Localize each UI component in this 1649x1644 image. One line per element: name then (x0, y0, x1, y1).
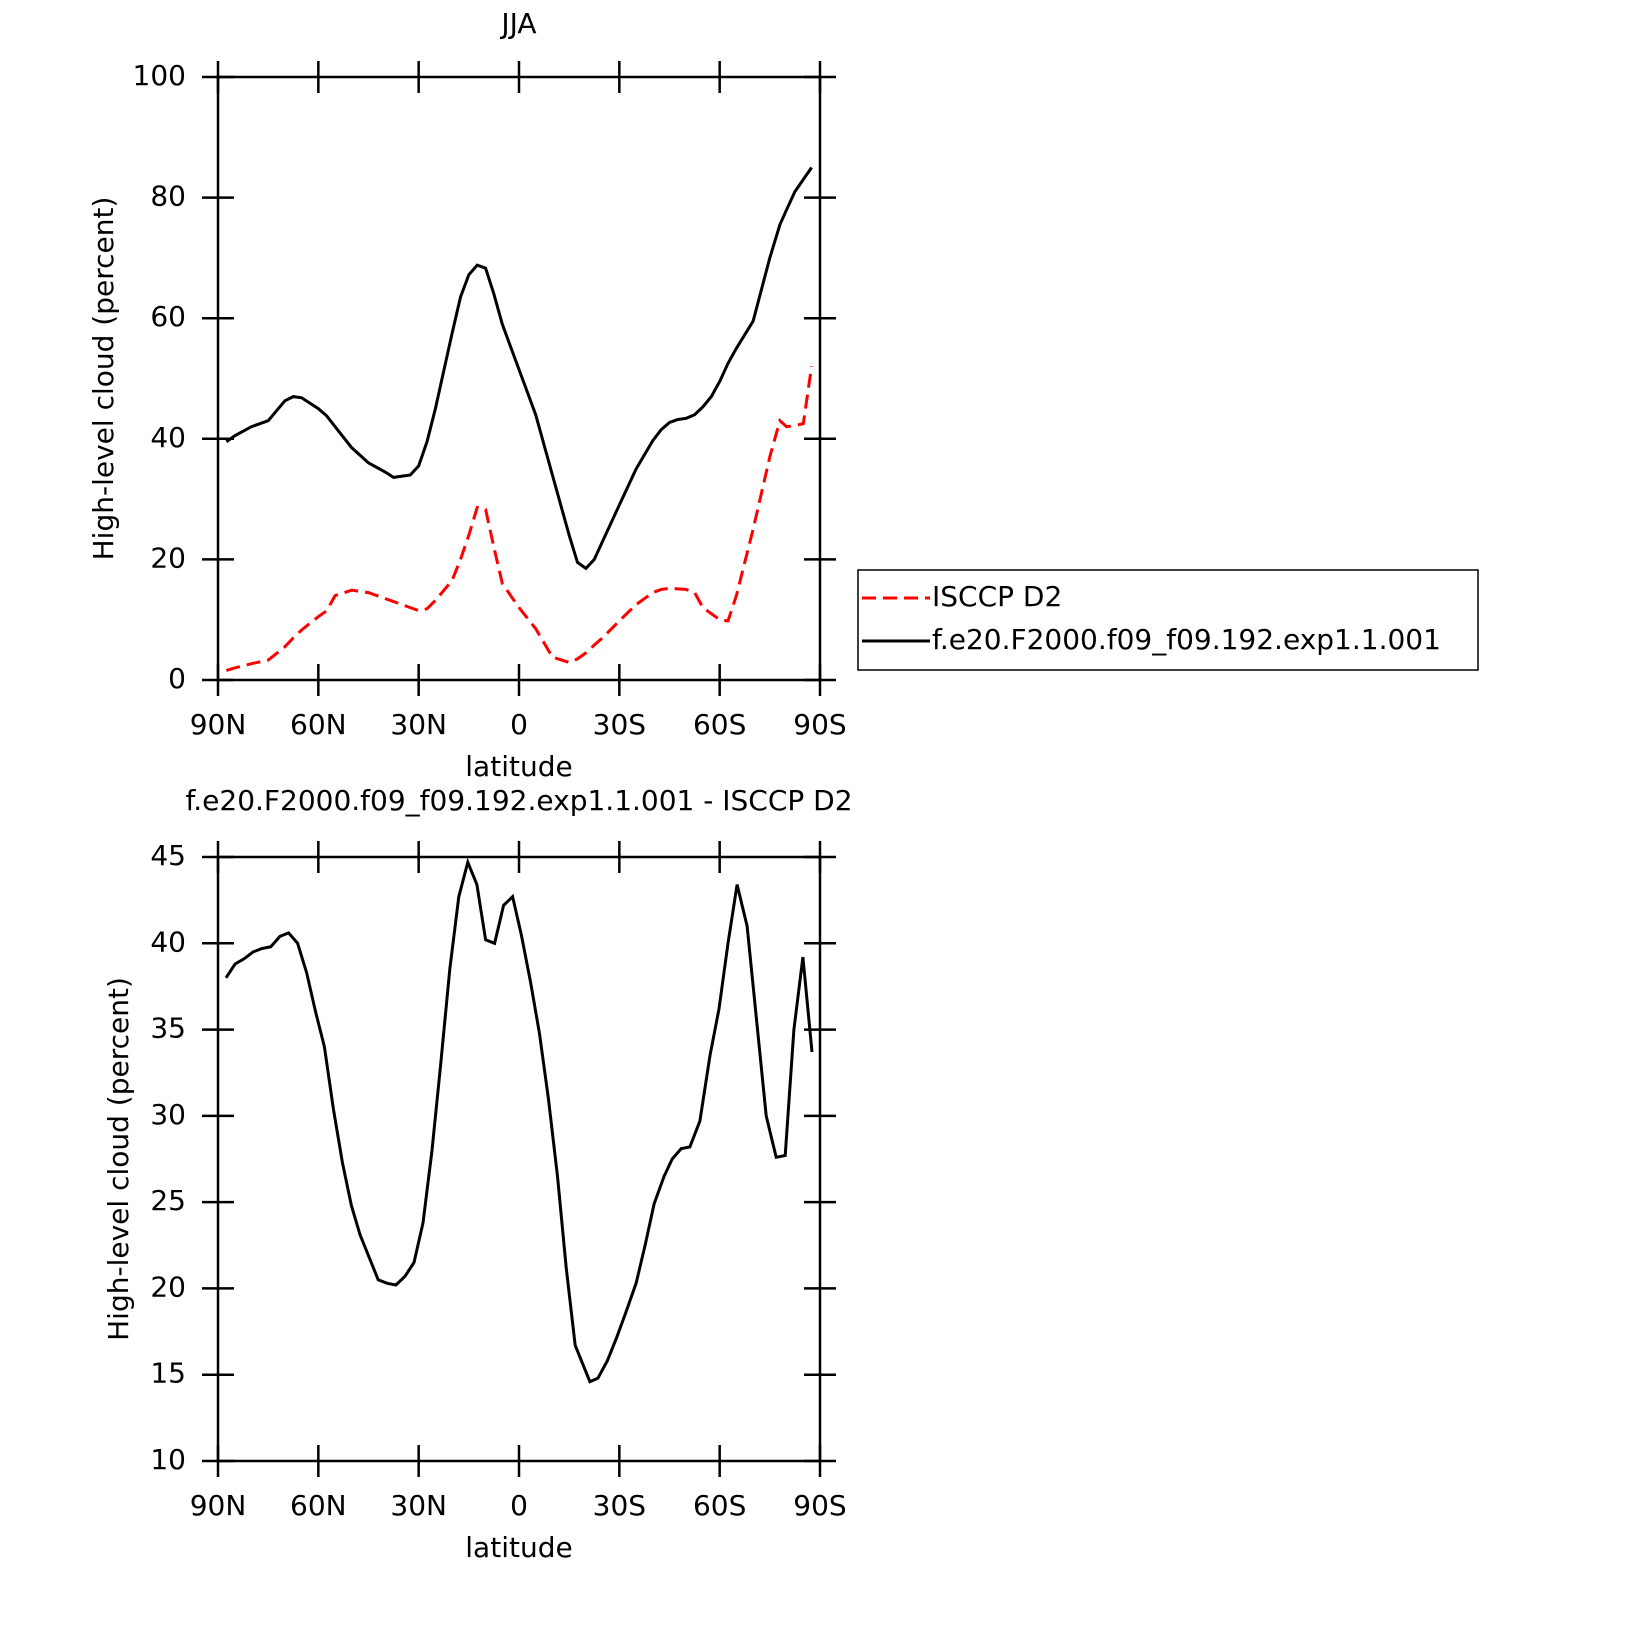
y-tick-label: 40 (150, 925, 186, 958)
x-tick-label: 90N (190, 1489, 247, 1522)
plot-frame (216, 855, 822, 1463)
y-tick-label: 10 (150, 1443, 186, 1476)
x-tick-label: 30N (390, 1489, 447, 1522)
y-tick-label: 0 (168, 662, 186, 695)
y-tick-label: 45 (150, 839, 186, 872)
legend-box (857, 569, 1479, 671)
x-tick-label: 60N (290, 1489, 347, 1522)
x-tick-label: 0 (510, 708, 528, 741)
x-tick-label: 90S (793, 708, 846, 741)
y-tick-label: 80 (150, 180, 186, 213)
y-tick-label: 60 (150, 300, 186, 333)
y-tick-label: 25 (150, 1184, 186, 1217)
x-axis-label: latitude (465, 750, 572, 783)
data-line (225, 166, 813, 571)
data-line (225, 366, 814, 672)
y-tick-label: 35 (150, 1012, 186, 1045)
x-tick-label: 30S (593, 1489, 646, 1522)
x-tick-label: 30N (390, 708, 447, 741)
x-tick-label: 30S (593, 708, 646, 741)
legend-label: f.e20.F2000.f09_f09.192.exp1.1.001 (932, 623, 1441, 656)
legend-label: ISCCP D2 (932, 580, 1062, 613)
y-tick-label: 20 (150, 1270, 186, 1303)
x-tick-label: 60S (693, 1489, 746, 1522)
plot-frame (216, 75, 822, 682)
y-axis-label: High-level cloud (percent) (87, 197, 120, 561)
y-axis-label: High-level cloud (percent) (102, 977, 135, 1341)
x-axis-label: latitude (465, 1531, 572, 1564)
y-tick-label: 40 (150, 421, 186, 454)
x-tick-label: 60N (290, 708, 347, 741)
x-tick-label: 0 (510, 1489, 528, 1522)
y-tick-label: 15 (150, 1357, 186, 1390)
x-tick-label: 90N (190, 708, 247, 741)
x-tick-label: 90S (793, 1489, 846, 1522)
y-tick-label: 30 (150, 1098, 186, 1131)
data-line (224, 857, 814, 1384)
x-tick-label: 60S (693, 708, 746, 741)
y-tick-label: 20 (150, 541, 186, 574)
chart-title: JJA (499, 7, 536, 40)
chart-title: f.e20.F2000.f09_f09.192.exp1.1.001 - ISC… (185, 784, 852, 817)
y-tick-label: 100 (133, 59, 186, 92)
